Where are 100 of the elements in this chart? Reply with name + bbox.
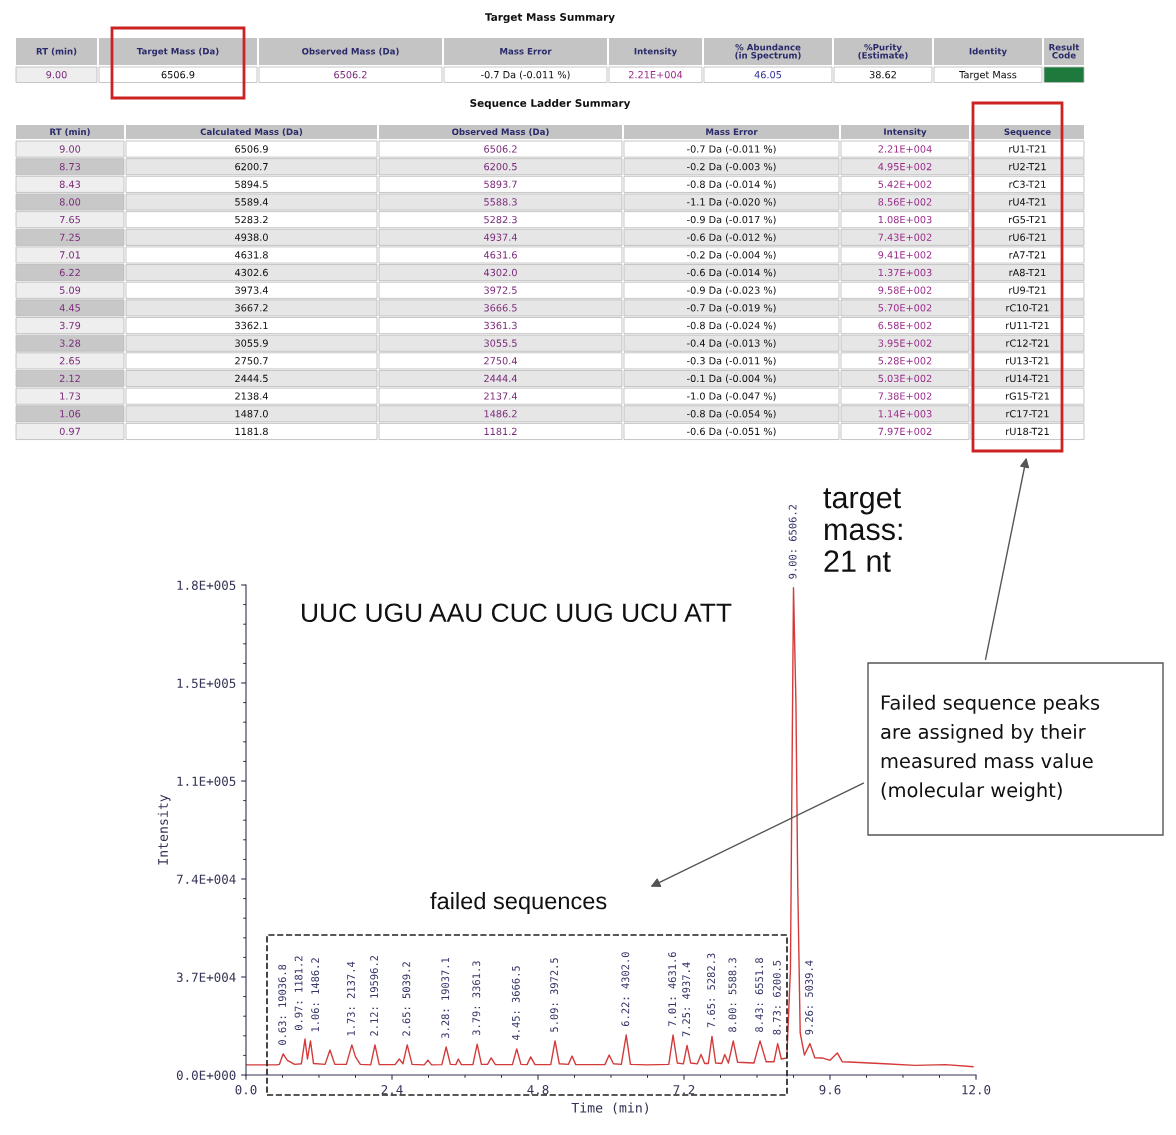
text: rU6-T21 <box>1009 233 1046 241</box>
text: 9.41E+002 <box>878 251 932 259</box>
text: Sequence Ladder Summary <box>470 98 631 110</box>
text: 5282.3 <box>484 215 517 224</box>
annotation: failed sequences <box>430 891 607 915</box>
category-label: Result Code <box>1049 43 1080 59</box>
text: -0.9 Da (-0.023 %) <box>687 286 776 295</box>
annotation: 5.09: 3972.5 <box>550 958 559 1032</box>
text: 0.97 <box>59 427 80 436</box>
annotation: 7.01: 4631.6 <box>668 952 677 1027</box>
text: 2.21E+004 <box>628 70 683 79</box>
text: -0.8 Da (-0.054 %) <box>687 409 776 419</box>
y-axis-title: Intensity <box>157 794 171 865</box>
category-label: Target Mass (Da) <box>136 47 219 57</box>
text: 5.28E+002 <box>878 357 932 365</box>
text: 4937.4 <box>483 233 517 241</box>
annotation: 3.28: 19037.1 <box>441 957 450 1039</box>
text: -0.8 Da (-0.014 %) <box>687 180 776 190</box>
x-tick-label: 4.8 <box>527 1085 549 1095</box>
annotation: UUC UGU AAU CUC UUG UCU ATT <box>302 603 732 623</box>
text: rU14-T21 <box>1006 374 1049 383</box>
text: 5.03E+002 <box>878 374 932 383</box>
text: 5.09 <box>59 286 81 294</box>
text: -0.4 Da (-0.013 %) <box>687 339 776 348</box>
text: 4302.6 <box>234 268 268 277</box>
text: -0.6 Da (-0.014 %) <box>687 268 776 278</box>
category-label: Observed Mass (Da) <box>302 47 399 56</box>
text: 2.65 <box>59 357 80 365</box>
text: 7.97E+002 <box>878 427 932 436</box>
text: 8.56E+002 <box>878 198 932 206</box>
text: 6.22 <box>59 268 80 277</box>
text: -0.6 Da (-0.051 %) <box>687 427 776 437</box>
text: 1487.0 <box>235 410 268 418</box>
text: 3362.1 <box>235 321 268 330</box>
annotation: 1.73: 2137.4 <box>347 961 355 1036</box>
category-label: RT (min) <box>36 47 77 56</box>
text: 3973.4 <box>235 286 268 294</box>
category-label: Mass Error <box>500 48 552 55</box>
y-tick-label: 0.0E+000 <box>176 1070 236 1080</box>
text: 1.73 <box>60 392 81 400</box>
annotation: Failed sequence peaks are assigned by their measured mass value (molecular weight) <box>881 694 1100 802</box>
text: 7.65 <box>59 215 80 224</box>
x-tick-label: 2.4 <box>381 1085 403 1095</box>
text: 3055.9 <box>235 339 268 347</box>
text: 1.37E+003 <box>878 268 932 277</box>
text: rG15-T21 <box>1005 392 1050 400</box>
text: 2750.7 <box>235 357 268 365</box>
text: 2137.4 <box>484 392 517 400</box>
text: 38.62 <box>869 70 896 79</box>
x-axis-title: Time (min) <box>571 1102 648 1115</box>
x-tick-label: 9.6 <box>819 1085 841 1095</box>
text: 1.08E+003 <box>878 215 932 224</box>
x-tick-label: 12.0 <box>962 1085 991 1095</box>
text: Target Mass Summary <box>485 13 615 24</box>
text: 8.73 <box>59 162 81 171</box>
text: 1181.8 <box>235 427 268 436</box>
annotation: 4.45: 3666.5 <box>511 966 520 1041</box>
text: rC12-T21 <box>1006 339 1049 347</box>
text: 6200.7 <box>235 162 268 171</box>
annotation: 8.43: 6551.8 <box>755 957 764 1032</box>
annotation: 0.97: 1181.2 <box>294 956 303 1031</box>
text: 2444.5 <box>235 374 268 383</box>
annotation: 2.12: 19596.2 <box>370 955 379 1036</box>
text: 9.00 <box>59 145 81 153</box>
text: rU9-T21 <box>1009 286 1046 294</box>
text: 3972.5 <box>484 286 517 294</box>
annotation: 9.00: 6506.2 <box>788 504 797 579</box>
y-tick-label: 7.4E+004 <box>176 874 236 884</box>
text: rU2-T21 <box>1009 162 1046 171</box>
text: 5894.5 <box>235 180 268 188</box>
y-tick-label: 1.1E+005 <box>177 776 236 786</box>
text: -0.7 Da (-0.011 %) <box>481 70 570 80</box>
text: 3055.5 <box>484 339 517 347</box>
text: target mass: 21 nt <box>823 488 902 572</box>
text: 5893.7 <box>484 180 517 188</box>
text: 3.95E+002 <box>878 339 932 347</box>
text: -0.8 Da (-0.024 %) <box>687 321 776 331</box>
text: 6506.2 <box>484 145 517 153</box>
category-label: Intensity <box>634 47 677 57</box>
text: 9.58E+002 <box>878 286 932 294</box>
text: 4631.6 <box>483 251 517 259</box>
text: rA8-T21 <box>1009 268 1046 277</box>
category-label: Mass Error <box>706 128 758 135</box>
text: rU4-T21 <box>1009 198 1046 206</box>
text: 3666.5 <box>484 304 517 312</box>
text: 7.43E+002 <box>878 233 932 241</box>
text: 6.58E+002 <box>878 321 932 330</box>
text: rC3-T21 <box>1009 180 1046 188</box>
text: 2444.4 <box>484 374 517 382</box>
text: 46.05 <box>754 70 782 79</box>
text: 5.42E+002 <box>878 180 932 188</box>
text: -0.9 Da (-0.017 %) <box>687 215 776 225</box>
text: rU11-T21 <box>1006 321 1049 330</box>
annotation: 7.25: 4937.4 <box>682 962 691 1037</box>
annotation: 2.65: 5039.2 <box>402 962 411 1036</box>
text: 2750.4 <box>484 357 517 365</box>
annotation: 3.79: 3361.3 <box>472 961 481 1036</box>
text: -0.3 Da (-0.011 %) <box>687 356 776 366</box>
text: 5588.3 <box>484 198 517 206</box>
y-tick-label: 1.8E+005 <box>177 580 236 590</box>
